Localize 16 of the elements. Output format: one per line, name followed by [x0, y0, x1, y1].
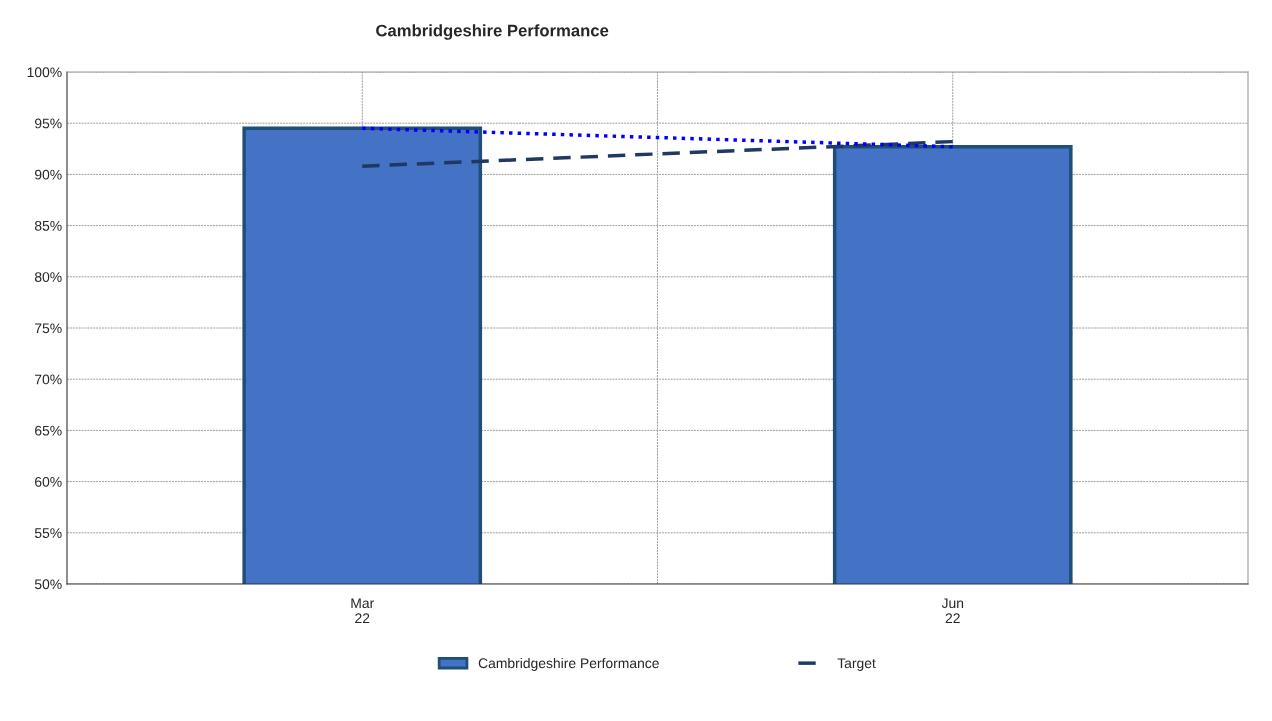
- x-tick-label: Mar 22: [351, 598, 374, 623]
- y-tick-label: 65%: [35, 425, 62, 436]
- y-tick-label: 90%: [34, 169, 62, 180]
- x-tick-label: Jun 22: [941, 598, 964, 623]
- y-tick-label: 80%: [34, 272, 62, 282]
- y-tick-label: 50%: [34, 579, 62, 590]
- y-tick-label: 60%: [35, 476, 62, 487]
- y-tick-label: 100%: [27, 67, 62, 78]
- legend-label: Cambridgeshire Performance: [478, 657, 659, 671]
- y-tick-label: 85%: [34, 220, 62, 231]
- y-tick-label: 95%: [34, 118, 62, 129]
- y-tick-label: 70%: [35, 374, 62, 385]
- chart-title: Cambridgeshire Performance: [376, 24, 609, 40]
- y-tick-label: 75%: [35, 323, 62, 334]
- y-tick-label: 55%: [34, 528, 62, 538]
- legend-label: Target: [837, 658, 876, 671]
